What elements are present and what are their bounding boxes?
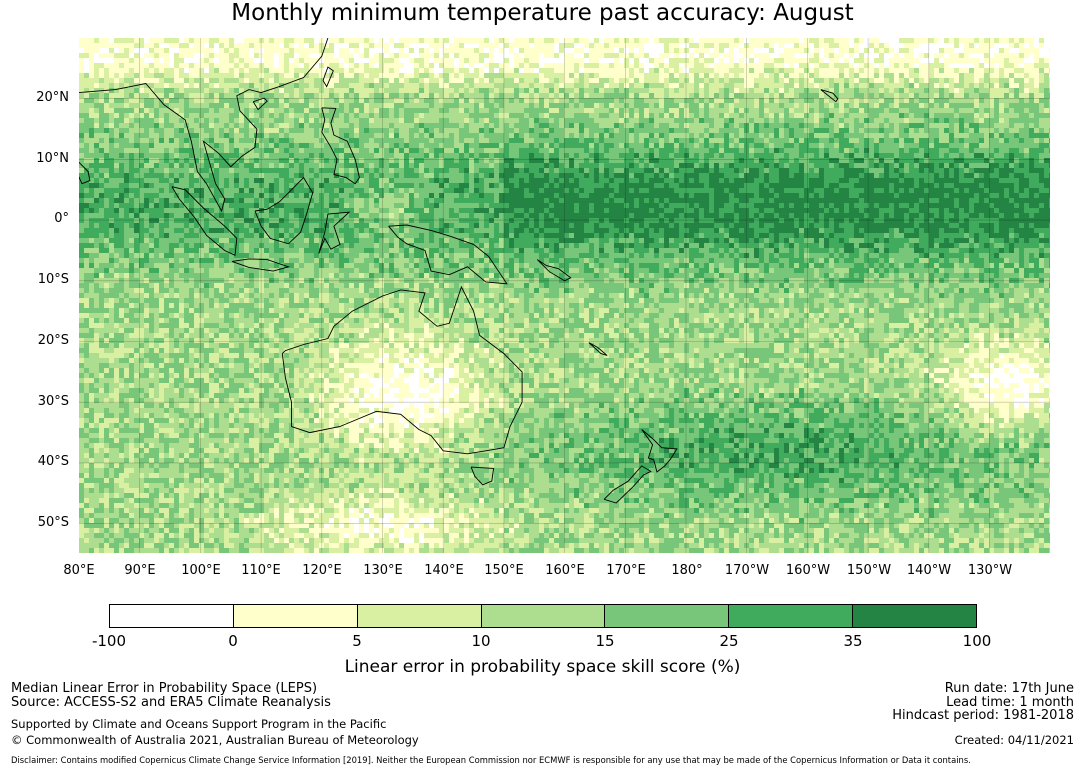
lon-label-110e: 110°E bbox=[241, 563, 281, 578]
colorbar-tick: 5 bbox=[352, 632, 362, 650]
map-title: Monthly minimum temperature past accurac… bbox=[231, 0, 854, 26]
lon-label-180: 180° bbox=[671, 563, 703, 578]
footer-method: Median Linear Error in Probability Space… bbox=[11, 681, 318, 696]
colorbar-segment bbox=[481, 605, 606, 627]
lon-label-170e: 170°E bbox=[606, 563, 646, 578]
lon-label-160e: 160°E bbox=[545, 563, 585, 578]
run-date: Run date: 17th June bbox=[944, 681, 1074, 696]
lon-label-140w: 140°W bbox=[906, 563, 952, 578]
lat-label-10n: 10°N bbox=[36, 151, 69, 166]
colorbar-segment bbox=[357, 605, 482, 627]
colorbar-segment bbox=[729, 605, 854, 627]
coastlines bbox=[79, 38, 839, 504]
colorbar-tick: 15 bbox=[595, 632, 615, 650]
skill-score-map bbox=[79, 38, 1050, 553]
colorbar-segment bbox=[110, 605, 234, 627]
lon-label-100e: 100°E bbox=[181, 563, 221, 578]
colorbar-tick: 0 bbox=[228, 632, 238, 650]
colorbar-tick: -100 bbox=[91, 632, 127, 650]
lat-label-20n: 20°N bbox=[36, 90, 69, 105]
lat-label-50s: 50°S bbox=[37, 515, 69, 530]
footer-copyright: © Commonwealth of Australia 2021, Austra… bbox=[11, 733, 419, 747]
colorbar bbox=[109, 604, 977, 628]
lon-label-150e: 150°E bbox=[484, 563, 524, 578]
lat-label-20s: 20°S bbox=[37, 333, 69, 348]
lon-label-170w: 170°W bbox=[724, 563, 770, 578]
colorbar-tick: 10 bbox=[471, 632, 491, 650]
colorbar-segment bbox=[233, 605, 358, 627]
lon-label-120e: 120°E bbox=[302, 563, 342, 578]
lat-label-30s: 30°S bbox=[37, 394, 69, 409]
lat-label-40s: 40°S bbox=[37, 454, 69, 469]
hindcast-period: Hindcast period: 1981-2018 bbox=[892, 708, 1074, 723]
lon-label-130e: 130°E bbox=[363, 563, 403, 578]
lon-label-80e: 80°E bbox=[63, 563, 95, 578]
colorbar-label: Linear error in probability space skill … bbox=[344, 657, 741, 677]
colorbar-tick: 25 bbox=[719, 632, 739, 650]
graticule bbox=[79, 38, 1050, 553]
created-date: Created: 04/11/2021 bbox=[954, 733, 1074, 747]
colorbar-segment bbox=[605, 605, 730, 627]
colorbar-tick: 100 bbox=[962, 632, 992, 650]
skill-grid bbox=[79, 38, 1050, 553]
colorbar-tick: 35 bbox=[843, 632, 863, 650]
footer-source: Source: ACCESS-S2 and ERA5 Climate Reana… bbox=[11, 695, 331, 710]
lon-label-130w: 130°W bbox=[967, 563, 1013, 578]
lon-label-160w: 160°W bbox=[785, 563, 831, 578]
lon-label-150w: 150°W bbox=[846, 563, 892, 578]
footer-support: Supported by Climate and Oceans Support … bbox=[11, 717, 387, 731]
map-canvas bbox=[79, 38, 1050, 553]
lon-label-90e: 90°E bbox=[124, 563, 156, 578]
lead-time: Lead time: 1 month bbox=[946, 695, 1074, 710]
disclaimer: Disclaimer: Contains modified Copernicus… bbox=[11, 755, 971, 765]
lat-label-0: 0° bbox=[54, 211, 69, 226]
lat-label-10s: 10°S bbox=[37, 272, 69, 287]
lon-label-140e: 140°E bbox=[424, 563, 464, 578]
colorbar-segment bbox=[853, 605, 977, 627]
